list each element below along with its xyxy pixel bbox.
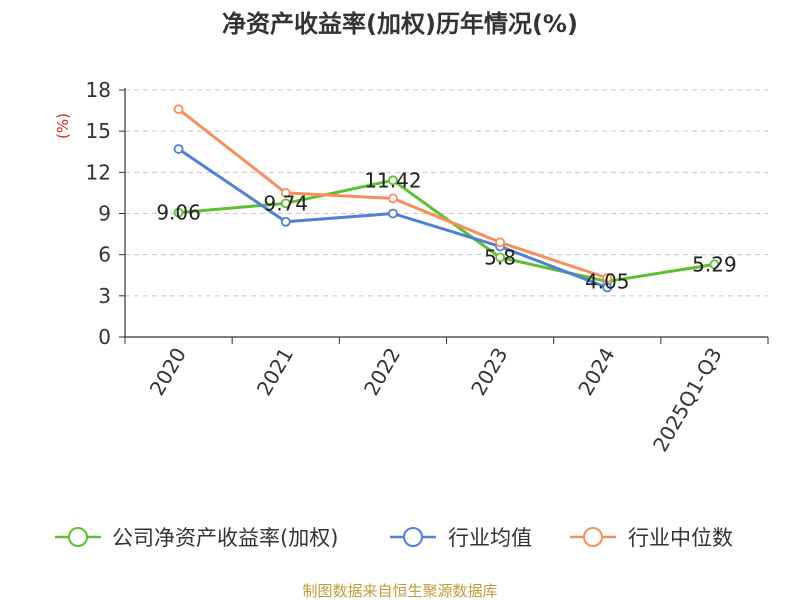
data-label: 4.05 bbox=[585, 269, 630, 293]
data-point-0 bbox=[173, 207, 184, 218]
data-label: 5.29 bbox=[692, 252, 737, 276]
data-point-2 bbox=[602, 273, 613, 283]
data-label: 11.42 bbox=[364, 168, 421, 192]
x-ticks: 2020 2021 2022 2023 2024 2025Q1-Q3 bbox=[124, 337, 769, 456]
data-point-0 bbox=[388, 175, 398, 186]
x-tick-label: 2021 bbox=[252, 344, 298, 400]
y-tick-label: 9 bbox=[98, 202, 111, 226]
data-point-2 bbox=[173, 104, 184, 115]
legend-item-label[interactable]: 行业中位数 bbox=[628, 526, 733, 550]
data-point-1 bbox=[388, 208, 398, 219]
y-tick-label: 18 bbox=[86, 78, 111, 102]
x-tick-label: 2022 bbox=[359, 344, 405, 400]
data-point-1 bbox=[280, 216, 291, 227]
legend-item-label[interactable]: 公司净资产收益率(加权) bbox=[112, 526, 338, 550]
y-tick-label: 3 bbox=[98, 284, 111, 308]
x-tick-label: 2020 bbox=[145, 344, 191, 400]
gridlines bbox=[125, 89, 768, 297]
data-point-1 bbox=[602, 282, 613, 293]
x-tick-label: 2025Q1-Q3 bbox=[648, 344, 727, 456]
y-tick-label: 15 bbox=[86, 119, 111, 143]
legend-swatch-marker bbox=[68, 527, 88, 547]
y-axis-label: (%) bbox=[54, 113, 72, 139]
legend-item-label[interactable]: 行业均值 bbox=[448, 526, 532, 550]
chart-title: 净资产收益率(加权)历年情况(%) bbox=[222, 10, 578, 38]
x-tick-label: 2024 bbox=[573, 344, 619, 400]
source-note: 制图数据来自恒生聚源数据库 bbox=[302, 582, 497, 600]
data-label: 9.74 bbox=[263, 191, 308, 215]
y-tick-label: 6 bbox=[98, 243, 111, 267]
legend-swatch-marker bbox=[583, 527, 603, 547]
data-point-2 bbox=[280, 188, 291, 198]
data-label: 5.8 bbox=[484, 245, 516, 269]
data-point-0 bbox=[280, 198, 291, 209]
legend-swatch-marker bbox=[403, 527, 423, 547]
data-label: 9.06 bbox=[156, 201, 201, 225]
legend[interactable]: 公司净资产收益率(加权) 行业均值 行业中位数 bbox=[55, 526, 733, 550]
y-tick-label: 0 bbox=[98, 325, 111, 349]
data-point-2 bbox=[495, 237, 505, 248]
y-ticks: 0 3 6 9 12 15 18 bbox=[86, 78, 125, 349]
series-lines bbox=[173, 104, 720, 293]
data-point-0 bbox=[495, 252, 505, 263]
data-point-2 bbox=[388, 193, 398, 204]
y-tick-label: 12 bbox=[86, 160, 111, 184]
data-labels: 9.06 9.74 11.42 5.8 4.05 5.29 bbox=[156, 168, 736, 293]
data-point-0 bbox=[709, 259, 720, 270]
axes bbox=[124, 88, 768, 338]
data-point-1 bbox=[173, 144, 184, 154]
x-tick-label: 2023 bbox=[466, 344, 512, 400]
